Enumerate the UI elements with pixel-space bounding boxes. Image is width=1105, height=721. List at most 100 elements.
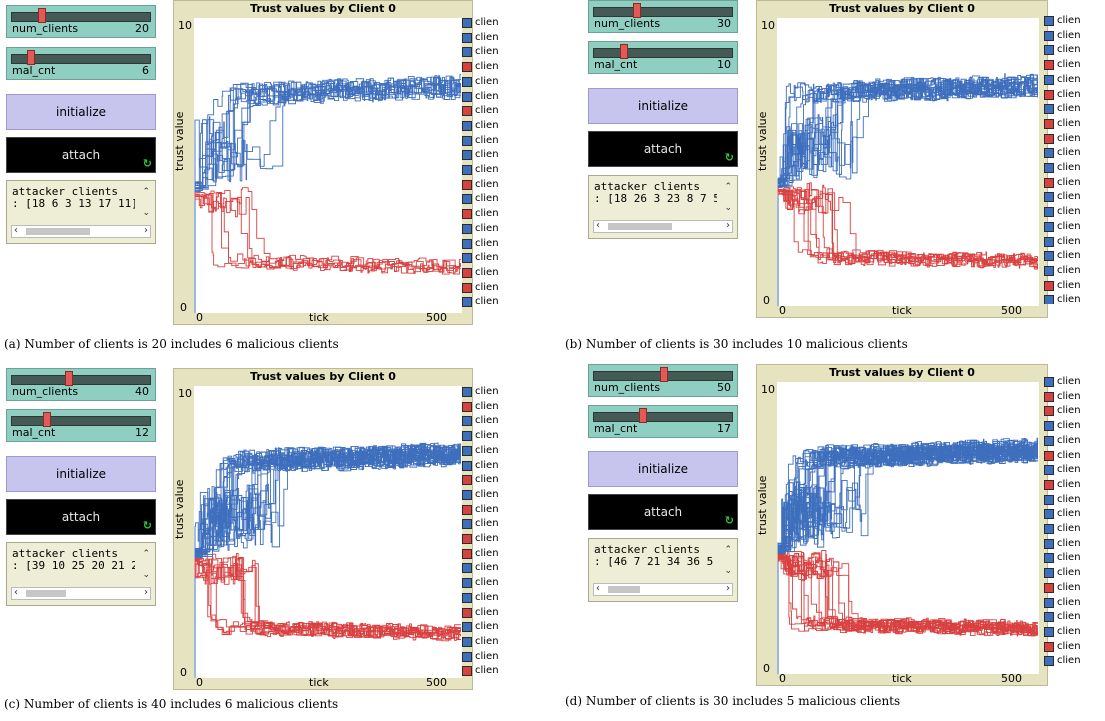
horizontal-scrollbar[interactable]: ‹ › bbox=[11, 587, 151, 600]
legend-label: client0 bbox=[1057, 376, 1080, 387]
malicious-client-trace bbox=[777, 184, 1038, 269]
malicious-client-trace bbox=[194, 557, 461, 641]
legend-label: client15 bbox=[1057, 235, 1080, 247]
scroll-left-icon[interactable]: ‹ bbox=[596, 220, 600, 231]
y-min-label: 0 bbox=[763, 294, 770, 307]
initialize-button[interactable]: initialize bbox=[6, 94, 156, 130]
legend-swatch bbox=[462, 297, 472, 308]
scroll-up-icon[interactable]: ⌃ bbox=[142, 549, 150, 559]
slider-track[interactable] bbox=[11, 54, 151, 64]
slider-thumb[interactable] bbox=[633, 3, 642, 18]
legend-swatch bbox=[1044, 60, 1054, 71]
scroll-up-icon[interactable]: ⌃ bbox=[142, 187, 150, 197]
attach-button[interactable]: attach ↻ bbox=[588, 131, 738, 167]
x-axis-label: tick bbox=[892, 304, 912, 317]
scroll-down-icon[interactable]: ⌄ bbox=[724, 566, 732, 576]
initialize-button[interactable]: initialize bbox=[588, 88, 738, 124]
mal-cnt-slider[interactable]: mal_cnt 6 bbox=[6, 47, 156, 80]
scroll-left-icon[interactable]: ‹ bbox=[14, 587, 18, 598]
legend-label: client16 bbox=[475, 621, 498, 633]
legend-swatch bbox=[1044, 192, 1054, 203]
scroll-down-icon[interactable]: ⌄ bbox=[142, 570, 150, 580]
honest-client-trace bbox=[777, 76, 1038, 188]
legend-item: client1 bbox=[462, 401, 498, 415]
legend-label: client10 bbox=[475, 533, 498, 544]
scroll-right-icon[interactable]: › bbox=[144, 225, 148, 236]
panel-b: num_clients 30 mal_cnt 10 initialize att… bbox=[565, 0, 1105, 357]
scroll-left-icon[interactable]: ‹ bbox=[14, 225, 18, 236]
attacker-clients-monitor: attacker clients : [46 7 21 34 36 5 ⌃ ⌄ … bbox=[588, 538, 738, 602]
legend-item: client4 bbox=[1044, 435, 1080, 449]
scroll-down-icon[interactable]: ⌄ bbox=[724, 203, 732, 213]
legend-item: client2 bbox=[462, 46, 498, 60]
legend-label: client17 bbox=[1057, 625, 1080, 637]
legend-swatch bbox=[1044, 597, 1054, 608]
scroll-down-icon[interactable]: ⌄ bbox=[142, 208, 150, 218]
legend-label: client5 bbox=[1057, 449, 1080, 461]
legend-swatch bbox=[1044, 133, 1054, 144]
scrollbar-thumb[interactable] bbox=[26, 228, 90, 235]
slider-thumb[interactable] bbox=[660, 367, 668, 382]
monitor-line-2: : [18 26 3 23 8 7 5 bbox=[594, 192, 717, 205]
legend-label: client10 bbox=[1057, 162, 1080, 173]
slider-thumb[interactable] bbox=[27, 50, 36, 65]
slider-thumb[interactable] bbox=[638, 408, 647, 423]
num-clients-slider[interactable]: num_clients 30 bbox=[588, 0, 738, 33]
legend-item: client10 bbox=[462, 164, 498, 178]
slider-thumb[interactable] bbox=[64, 371, 73, 386]
slider-track[interactable] bbox=[593, 412, 733, 422]
slider-track[interactable] bbox=[11, 416, 151, 426]
scrollbar-thumb[interactable] bbox=[26, 590, 66, 597]
slider-value: 20 bbox=[135, 22, 149, 35]
slider-label: mal_cnt bbox=[594, 422, 638, 435]
malicious-client-trace bbox=[194, 557, 461, 638]
initialize-button[interactable]: initialize bbox=[588, 451, 738, 487]
y-max-label: 10 bbox=[178, 387, 192, 400]
scroll-right-icon[interactable]: › bbox=[144, 587, 148, 598]
y-min-label: 0 bbox=[180, 666, 187, 679]
mal-cnt-slider[interactable]: mal_cnt 17 bbox=[588, 405, 738, 438]
legend-label: client3 bbox=[1057, 59, 1080, 71]
slider-thumb[interactable] bbox=[37, 8, 46, 23]
slider-track[interactable] bbox=[11, 375, 151, 385]
honest-client-trace bbox=[194, 445, 461, 558]
legend-label: client3 bbox=[475, 430, 498, 442]
scroll-right-icon[interactable]: › bbox=[726, 583, 730, 594]
scrollbar-thumb[interactable] bbox=[608, 586, 640, 593]
horizontal-scrollbar[interactable]: ‹ › bbox=[593, 220, 733, 233]
x-min-label: 0 bbox=[196, 311, 203, 324]
scroll-left-icon[interactable]: ‹ bbox=[596, 583, 600, 594]
x-min-label: 0 bbox=[779, 672, 786, 685]
mal-cnt-slider[interactable]: mal_cnt 12 bbox=[6, 409, 156, 442]
num-clients-slider[interactable]: num_clients 20 bbox=[6, 5, 156, 38]
slider-track[interactable] bbox=[593, 7, 733, 17]
legend-swatch bbox=[462, 106, 472, 117]
honest-client-trace bbox=[777, 441, 1038, 554]
slider-track[interactable] bbox=[11, 12, 151, 22]
slider-value: 6 bbox=[142, 64, 149, 77]
scroll-up-icon[interactable]: ⌃ bbox=[724, 182, 732, 192]
legend-item: client0 bbox=[1044, 376, 1080, 390]
num-clients-slider[interactable]: num_clients 50 bbox=[588, 364, 738, 397]
legend-swatch bbox=[462, 76, 472, 87]
attach-button[interactable]: attach ↻ bbox=[6, 499, 156, 535]
horizontal-scrollbar[interactable]: ‹ › bbox=[11, 225, 151, 238]
legend-item: client7 bbox=[462, 120, 498, 134]
mal-cnt-slider[interactable]: mal_cnt 10 bbox=[588, 41, 738, 74]
monitor-text: attacker clients : [39 10 25 20 21 2 bbox=[12, 548, 135, 572]
initialize-button[interactable]: initialize bbox=[6, 456, 156, 492]
scroll-up-icon[interactable]: ⌃ bbox=[724, 545, 732, 555]
legend-label: client11 bbox=[1057, 537, 1080, 549]
honest-client-trace bbox=[777, 76, 1038, 188]
slider-value: 50 bbox=[717, 381, 731, 394]
attach-button[interactable]: attach ↻ bbox=[588, 494, 738, 530]
horizontal-scrollbar[interactable]: ‹ › bbox=[593, 583, 733, 596]
scrollbar-thumb[interactable] bbox=[608, 223, 672, 230]
slider-thumb[interactable] bbox=[43, 412, 52, 427]
slider-label: num_clients bbox=[594, 381, 661, 394]
slider-track[interactable] bbox=[593, 48, 733, 58]
scroll-right-icon[interactable]: › bbox=[726, 220, 730, 231]
slider-thumb[interactable] bbox=[619, 44, 628, 59]
attach-button[interactable]: attach ↻ bbox=[6, 137, 156, 173]
num-clients-slider[interactable]: num_clients 40 bbox=[6, 368, 156, 401]
